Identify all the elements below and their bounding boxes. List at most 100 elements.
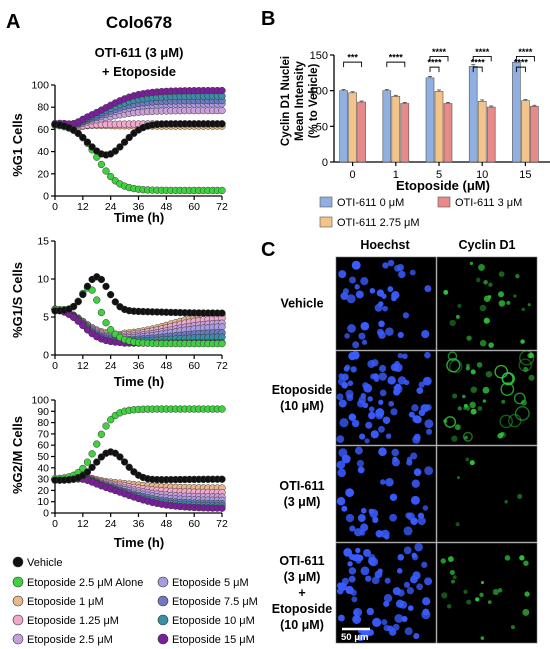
g2m-point bbox=[88, 450, 96, 458]
nucleus bbox=[338, 614, 345, 622]
g2m-x-tick-label: 12 bbox=[77, 518, 89, 530]
nucleus bbox=[463, 406, 467, 410]
nucleus bbox=[382, 416, 391, 425]
nucleus bbox=[454, 424, 461, 431]
nucleus bbox=[358, 332, 366, 340]
nucleus bbox=[394, 384, 403, 394]
nucleus bbox=[384, 534, 390, 540]
nucleus bbox=[371, 576, 380, 585]
g1-point bbox=[218, 86, 226, 95]
nucleus bbox=[355, 547, 361, 554]
nucleus bbox=[351, 554, 359, 562]
bar bbox=[443, 103, 453, 163]
bar-y-tick-label: 50 bbox=[316, 121, 328, 133]
nucleus bbox=[361, 339, 368, 345]
g1s-x-tick-label: 24 bbox=[105, 360, 117, 372]
nucleus bbox=[398, 270, 406, 279]
g1s-point bbox=[79, 290, 87, 299]
nucleus bbox=[407, 605, 414, 611]
nucleus bbox=[336, 393, 344, 401]
nucleus bbox=[348, 413, 357, 422]
g1s-point bbox=[218, 309, 226, 317]
nucleus bbox=[425, 404, 432, 411]
nucleus bbox=[357, 514, 366, 522]
nucleus bbox=[424, 351, 431, 359]
legend-label: Etoposide 5 μM bbox=[172, 577, 249, 589]
row-label: (10 μM) bbox=[280, 399, 324, 413]
bar-legend-swatch bbox=[319, 216, 333, 228]
g1s-point bbox=[97, 308, 106, 317]
nucleus bbox=[367, 557, 376, 566]
nucleus bbox=[345, 389, 354, 399]
nucleus bbox=[336, 497, 346, 506]
bar-x-tick-label: 0 bbox=[350, 169, 356, 181]
nucleus bbox=[483, 317, 490, 324]
hoechst-image bbox=[335, 256, 437, 351]
cyclin-d1-image bbox=[436, 445, 538, 543]
nucleus bbox=[368, 411, 376, 420]
nucleus bbox=[377, 568, 383, 574]
nucleus bbox=[369, 287, 376, 294]
nucleus bbox=[357, 399, 365, 408]
nucleus bbox=[506, 300, 511, 305]
g2m-y-tick-label: 90 bbox=[37, 406, 49, 418]
nucleus bbox=[349, 525, 356, 532]
nucleus bbox=[377, 425, 385, 433]
nucleus bbox=[504, 555, 511, 561]
g1s-x-tick-label: 0 bbox=[52, 360, 58, 372]
nucleus bbox=[337, 468, 347, 478]
nucleus bbox=[498, 291, 505, 298]
g2m-point bbox=[116, 453, 124, 461]
significance-label: **** bbox=[475, 47, 490, 57]
significance-bracket bbox=[515, 66, 526, 73]
nucleus bbox=[366, 607, 375, 616]
nucleus bbox=[494, 364, 509, 379]
g2m-x-tick-label: 24 bbox=[105, 518, 117, 530]
nucleus bbox=[411, 404, 419, 412]
nucleus bbox=[483, 280, 488, 285]
nucleus bbox=[372, 617, 382, 627]
nucleus bbox=[464, 435, 468, 440]
bar bbox=[468, 66, 478, 163]
g2m-y-tick-label: 20 bbox=[37, 485, 49, 497]
nucleus bbox=[356, 459, 365, 468]
nucleus bbox=[350, 589, 357, 596]
nucleus bbox=[443, 418, 448, 423]
nucleus bbox=[422, 608, 430, 616]
g2m-point bbox=[88, 463, 96, 472]
nucleus bbox=[470, 408, 477, 415]
nucleus bbox=[452, 575, 457, 580]
nucleus bbox=[457, 406, 462, 411]
nucleus bbox=[391, 295, 397, 302]
g2m-x-axis-label: Time (h) bbox=[114, 535, 164, 550]
time-course-legend: Vehicle Etoposide 2.5 μM Alone Etoposide 1… bbox=[12, 556, 258, 646]
nucleus bbox=[424, 466, 434, 476]
row-label: (10 μM) bbox=[280, 618, 324, 632]
nucleus bbox=[347, 561, 353, 567]
nucleus bbox=[342, 288, 349, 295]
nucleus bbox=[498, 271, 505, 277]
nucleus bbox=[418, 381, 425, 388]
nucleus bbox=[346, 294, 356, 304]
g2m-point bbox=[93, 440, 101, 448]
bar-legend-swatch bbox=[437, 196, 451, 208]
nucleus bbox=[519, 555, 525, 561]
nucleus bbox=[365, 575, 372, 582]
legend-marker bbox=[157, 576, 169, 588]
nucleus bbox=[401, 353, 408, 360]
g2m-x-tick-label: 60 bbox=[188, 518, 200, 530]
nucleus bbox=[378, 372, 387, 381]
nucleus bbox=[424, 419, 434, 429]
row-label: (3 μM) bbox=[284, 495, 321, 509]
nucleus bbox=[408, 411, 415, 418]
nucleus bbox=[383, 624, 390, 632]
nucleus bbox=[411, 479, 420, 488]
g1s-point bbox=[74, 298, 82, 306]
nucleus bbox=[354, 446, 363, 455]
nucleus bbox=[513, 294, 517, 298]
nucleus bbox=[406, 587, 414, 595]
nucleus bbox=[477, 406, 483, 411]
nucleus bbox=[360, 523, 369, 532]
nucleus bbox=[418, 409, 426, 417]
g1-y-tick-label: 0 bbox=[43, 191, 49, 203]
